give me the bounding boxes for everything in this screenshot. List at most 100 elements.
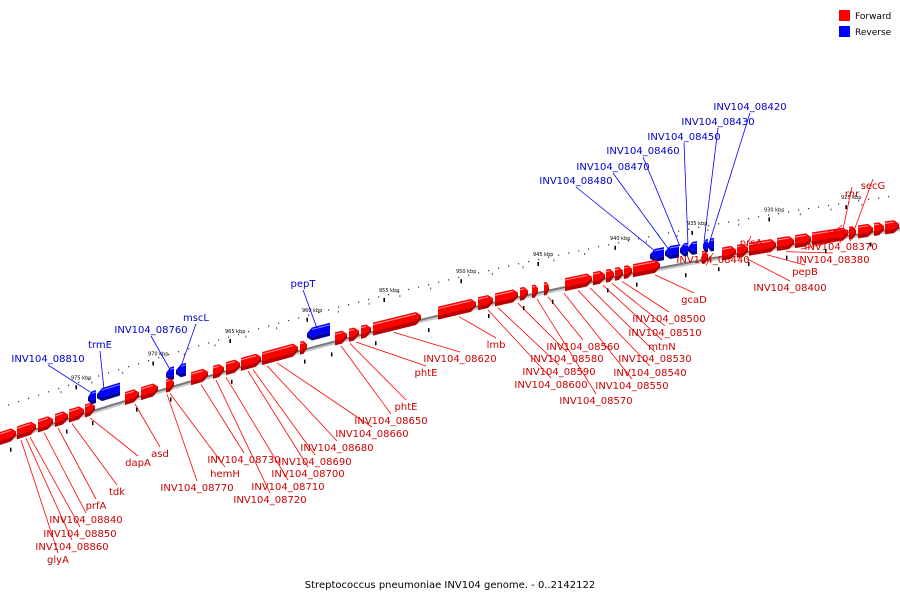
scale-tick bbox=[537, 261, 539, 266]
forward-gene-label: pepB bbox=[792, 267, 818, 278]
gene-highlight bbox=[54, 412, 64, 417]
gene-side bbox=[812, 231, 848, 246]
scale-dot bbox=[578, 250, 580, 252]
forward-gene-label: INV104_08440 bbox=[676, 255, 749, 266]
scale-dot bbox=[548, 256, 550, 258]
gene-side bbox=[708, 243, 714, 252]
gene-body bbox=[69, 406, 84, 419]
scale-ticks: 925 kbp 930 kbp 935 kbp 940 kbp 945 kbp 950 k… bbox=[60, 195, 863, 394]
forward-gene bbox=[857, 223, 873, 239]
track-mark bbox=[92, 421, 94, 426]
forward-gene bbox=[37, 416, 53, 433]
forward-callout-line bbox=[43, 432, 87, 514]
forward-gene bbox=[437, 298, 476, 320]
forward-callout-line bbox=[654, 274, 695, 294]
reverse-gene bbox=[176, 362, 187, 378]
scale-dot bbox=[338, 306, 340, 308]
gene-highlight bbox=[91, 391, 97, 394]
forward-callout-line bbox=[71, 423, 118, 486]
scale-dot bbox=[858, 200, 860, 202]
scale-dot bbox=[388, 293, 390, 296]
scale-dot bbox=[258, 328, 260, 330]
gene-side bbox=[688, 247, 697, 255]
forward-callout-line bbox=[849, 178, 874, 242]
reverse-genes bbox=[88, 237, 715, 405]
forward-gene-label: INV104_08400 bbox=[753, 283, 826, 294]
gene-highlight bbox=[811, 229, 844, 235]
forward-gene bbox=[16, 421, 36, 440]
forward-callout-line bbox=[25, 438, 73, 541]
scale-dot bbox=[828, 204, 830, 207]
gene-body bbox=[495, 289, 518, 303]
scale-dot bbox=[758, 216, 760, 218]
reverse-gene bbox=[688, 241, 698, 255]
scale-dot bbox=[708, 225, 710, 227]
scale-dot bbox=[778, 212, 780, 215]
scale-minor-tick bbox=[738, 223, 740, 226]
gene-body bbox=[812, 227, 848, 242]
track-marks bbox=[10, 242, 872, 452]
gene-highlight bbox=[794, 234, 807, 238]
forward-gene bbox=[632, 259, 660, 278]
scale-dot bbox=[168, 354, 170, 356]
track-mark bbox=[304, 359, 306, 364]
scale-tick-label: 960 kbp bbox=[302, 308, 322, 314]
gene-highlight bbox=[437, 300, 472, 310]
forward-callout-line bbox=[458, 316, 497, 339]
forward-callout-line bbox=[745, 257, 791, 282]
scale-dot bbox=[218, 339, 220, 341]
scale-dot bbox=[688, 228, 690, 230]
gene-highlight bbox=[857, 225, 869, 228]
scale-dot bbox=[268, 325, 270, 327]
forward-gene-label: lmb bbox=[487, 340, 506, 351]
scale-minor-tick bbox=[676, 234, 678, 237]
forward-gene bbox=[811, 227, 848, 246]
gene-highlight bbox=[0, 429, 12, 435]
gene-body bbox=[777, 236, 794, 248]
scale-tick bbox=[75, 385, 77, 390]
reverse-callout-line bbox=[150, 335, 171, 370]
forward-gene bbox=[721, 245, 736, 261]
forward-gene-label: dapA bbox=[125, 458, 151, 469]
forward-callouts: glyA INV104_08860 INV104_08850 INV104_08840… bbox=[20, 178, 885, 566]
forward-gene bbox=[543, 282, 549, 296]
scale-minor-tick bbox=[276, 327, 278, 330]
scale-dot bbox=[538, 258, 540, 261]
gene-side bbox=[702, 254, 708, 265]
gene-highlight bbox=[494, 290, 514, 296]
forward-gene bbox=[873, 222, 884, 236]
gene-body bbox=[38, 416, 53, 429]
track-mark bbox=[552, 299, 554, 304]
scale-dot bbox=[458, 276, 460, 279]
forward-gene bbox=[884, 220, 899, 235]
forward-gene-label: INV104_08580 bbox=[530, 354, 603, 365]
gene-highlight bbox=[169, 367, 175, 370]
gene-highlight bbox=[68, 407, 80, 412]
scale-dot bbox=[128, 366, 130, 368]
scale-tick bbox=[152, 361, 154, 366]
gene-side bbox=[166, 381, 174, 393]
forward-gene bbox=[564, 273, 592, 292]
reverse-gene-label: INV104_08460 bbox=[606, 146, 679, 157]
scale-dot bbox=[698, 226, 700, 228]
forward-gene bbox=[334, 330, 347, 346]
forward-gene bbox=[605, 268, 614, 283]
gene-highlight bbox=[701, 252, 706, 254]
forward-gene-label: INV104_08690 bbox=[278, 457, 351, 468]
scale-tick-label: 935 kbp bbox=[687, 221, 707, 227]
gene-highlight bbox=[101, 384, 121, 391]
gene-highlight bbox=[543, 283, 547, 286]
scale-dot bbox=[648, 236, 650, 238]
scale-dot bbox=[618, 242, 620, 244]
scale-dot bbox=[58, 388, 60, 390]
reverse-callout-line bbox=[47, 364, 93, 394]
reverse-callout-line bbox=[575, 186, 656, 252]
scale-minor-tick bbox=[861, 203, 863, 206]
scale-dot bbox=[808, 208, 810, 210]
scale-dot bbox=[868, 198, 870, 200]
gene-highlight bbox=[884, 221, 895, 224]
gene-side bbox=[749, 242, 776, 256]
scale-dot bbox=[208, 342, 210, 344]
gene-highlight bbox=[348, 329, 355, 332]
